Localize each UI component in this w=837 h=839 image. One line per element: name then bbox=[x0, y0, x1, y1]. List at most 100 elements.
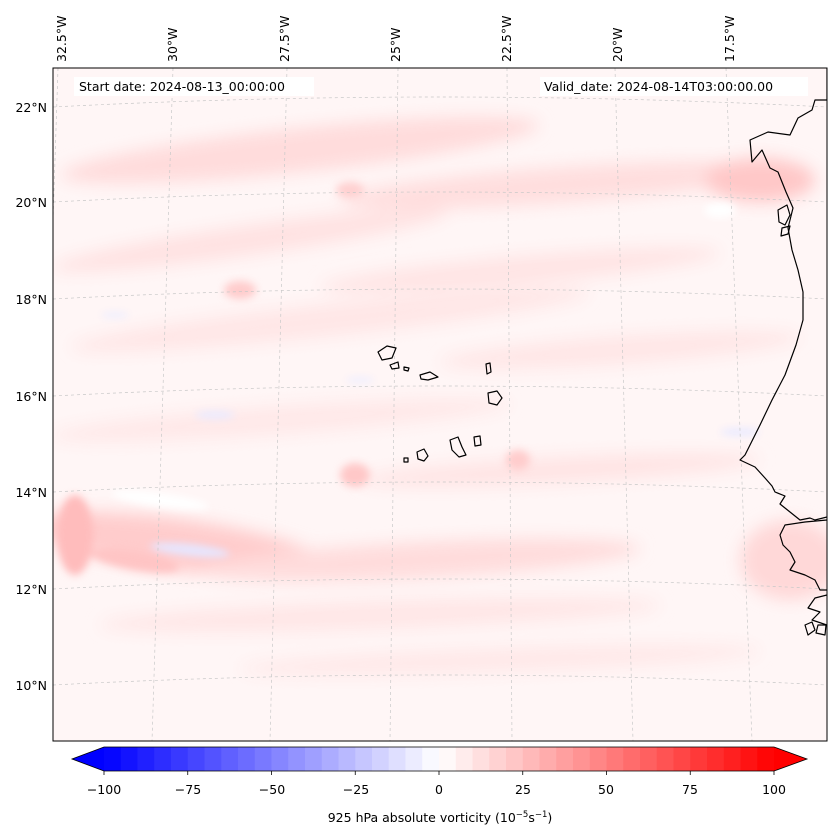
vorticity-patch bbox=[240, 644, 760, 676]
lat-label: 16°N bbox=[15, 389, 47, 404]
colorbar-tick-label: 0 bbox=[435, 782, 443, 797]
vorticity-patch bbox=[57, 495, 93, 575]
vorticity-patch bbox=[720, 428, 760, 436]
colorbar-segment bbox=[723, 747, 742, 771]
colorbar-segment bbox=[171, 747, 189, 771]
valid-date-box bbox=[540, 77, 808, 96]
colorbar-segment bbox=[589, 747, 608, 771]
colorbar-tick-label: 100 bbox=[762, 782, 786, 797]
meridian-17-5w bbox=[725, 68, 753, 741]
colorbar-label-exponent: −1 bbox=[535, 810, 548, 820]
vorticity-patch bbox=[110, 490, 210, 510]
map-frame bbox=[52, 67, 828, 742]
latitude-labels: 22°N 20°N 18°N 16°N 14°N 12°N 10°N bbox=[15, 100, 47, 693]
colorbar-label-text: 925 hPa absolute vorticity (10 bbox=[328, 810, 516, 825]
colorbar-segment bbox=[673, 747, 691, 771]
meridian-27-5w bbox=[269, 68, 288, 741]
colorbar-segment bbox=[640, 747, 658, 771]
start-date-box bbox=[74, 77, 314, 96]
valid-date-label: Valid_date: 2024-08-14T03:00:00.00 bbox=[544, 79, 773, 94]
vorticity-patch bbox=[506, 450, 530, 470]
colorbar-segment bbox=[522, 747, 541, 771]
map-area bbox=[53, 68, 827, 741]
colorbar-segment bbox=[740, 747, 758, 771]
lat-label: 10°N bbox=[15, 678, 47, 693]
parallel-18n bbox=[53, 288, 827, 300]
vorticity-patch bbox=[440, 331, 800, 369]
lon-label: 25°W bbox=[388, 27, 403, 62]
colorbar-segment bbox=[707, 747, 725, 771]
colorbar-segment bbox=[757, 747, 775, 771]
bijagos-islands bbox=[804, 621, 816, 636]
lat-label: 20°N bbox=[15, 195, 47, 210]
colorbar-segment bbox=[405, 747, 423, 771]
africa-coastline bbox=[739, 68, 827, 521]
colorbar-segment bbox=[288, 747, 306, 771]
maio bbox=[473, 435, 482, 447]
colorbar-segment bbox=[556, 747, 574, 771]
meridian-25w bbox=[389, 68, 399, 741]
colorbar-segment bbox=[187, 747, 206, 771]
lat-label: 18°N bbox=[15, 292, 47, 307]
vorticity-patch bbox=[320, 247, 720, 293]
parallel-14n bbox=[53, 481, 827, 493]
colorbar-segment bbox=[120, 747, 139, 771]
parallel-16n bbox=[53, 385, 827, 397]
colorbar-segment bbox=[321, 747, 340, 771]
colorbar-segment bbox=[254, 747, 273, 771]
colorbar-tick-label: 50 bbox=[598, 782, 614, 797]
lat-label: 12°N bbox=[15, 582, 47, 597]
colorbar-segment bbox=[305, 747, 323, 771]
colorbar-segment bbox=[472, 747, 490, 771]
vorticity-patch bbox=[61, 116, 539, 184]
colorbar-tick-label: 75 bbox=[682, 782, 698, 797]
vorticity-patch bbox=[740, 520, 827, 600]
vorticity-patch bbox=[360, 453, 760, 487]
vorticity-patch bbox=[71, 288, 589, 352]
santo-antao bbox=[377, 345, 397, 361]
colorbar-segment bbox=[154, 747, 172, 771]
colorbar-ticks: −100 −75 −50 −25 0 25 50 75 100 bbox=[87, 782, 786, 797]
colorbar-label-unit: s bbox=[528, 810, 535, 825]
coastlines bbox=[377, 68, 827, 636]
lon-label: 20°W bbox=[610, 27, 625, 62]
lon-label: 17.5°W bbox=[722, 16, 737, 62]
fogo bbox=[416, 448, 429, 462]
colorbar-tick-label: −100 bbox=[87, 782, 121, 797]
lon-label: 27.5°W bbox=[277, 16, 292, 62]
meridian-22-5w bbox=[506, 68, 513, 741]
colorbar-tick-label: −50 bbox=[259, 782, 285, 797]
colorbar-segment bbox=[271, 747, 289, 771]
colorbar-segment bbox=[221, 747, 239, 771]
lat-label: 22°N bbox=[15, 100, 47, 115]
colorbar-tick-marks bbox=[103, 771, 775, 775]
lon-label: 32.5°W bbox=[54, 16, 69, 62]
colorbar-tick-label: 25 bbox=[515, 782, 531, 797]
boa-vista bbox=[487, 390, 503, 406]
lat-label: 14°N bbox=[15, 485, 47, 500]
canary-fuerteventura bbox=[777, 204, 791, 226]
colorbar-segment bbox=[506, 747, 524, 771]
vorticity-patch bbox=[224, 281, 256, 299]
vorticity-patch bbox=[346, 377, 374, 383]
colorbar-segment bbox=[355, 747, 373, 771]
vorticity-patch bbox=[340, 161, 780, 209]
brava bbox=[403, 457, 409, 463]
sao-vicente bbox=[389, 361, 400, 370]
vorticity-patch bbox=[705, 158, 815, 202]
senegal-gambia-coast bbox=[779, 519, 827, 591]
bijagos-islands bbox=[815, 624, 827, 636]
colorbar-tick-label: −75 bbox=[175, 782, 201, 797]
colorbar-segment bbox=[338, 747, 356, 771]
colorbar-segment bbox=[573, 747, 591, 771]
colorbar-segment bbox=[388, 747, 407, 771]
colorbar-segment bbox=[137, 747, 155, 771]
guinea-bissau-coast bbox=[807, 594, 827, 626]
graticule bbox=[53, 68, 827, 741]
colorbar-tick-label: −25 bbox=[343, 782, 369, 797]
vorticity-patch bbox=[101, 312, 129, 318]
colorbar-label: 925 hPa absolute vorticity (10−5s−1) bbox=[328, 810, 553, 825]
colorbar-segment bbox=[690, 747, 708, 771]
colorbar-segment bbox=[455, 747, 474, 771]
